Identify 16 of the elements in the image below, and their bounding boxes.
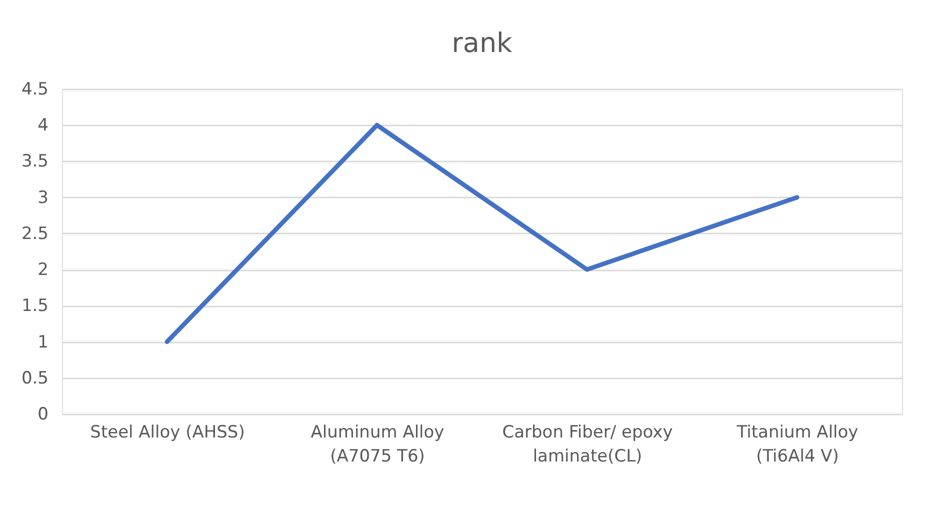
line-series	[164, 122, 800, 344]
y-tick-label: 4	[38, 116, 48, 136]
y-tick-label: 1.5	[21, 296, 48, 316]
y-tick-label: 1	[38, 332, 48, 352]
y-tick-label: 2.5	[21, 224, 48, 244]
y-tick-label: 2	[38, 260, 48, 280]
x-tick-label: Steel Alloy (AHSS)	[90, 422, 245, 442]
x-tick-label: Titanium Alloy (Ti6Al4 V)	[736, 422, 858, 466]
x-tick-label: Aluminum Alloy (A7075 T6)	[310, 422, 444, 466]
y-tick-label: 0	[38, 404, 48, 424]
y-tick-label: 0.5	[21, 368, 48, 388]
chart-title: rank	[452, 28, 513, 59]
y-tick-label: 3	[38, 188, 48, 208]
x-tick-label: Carbon Fiber/ epoxy laminate(CL)	[502, 422, 673, 466]
y-tick-label: 3.5	[21, 152, 48, 172]
y-tick-label: 4.5	[21, 80, 48, 100]
